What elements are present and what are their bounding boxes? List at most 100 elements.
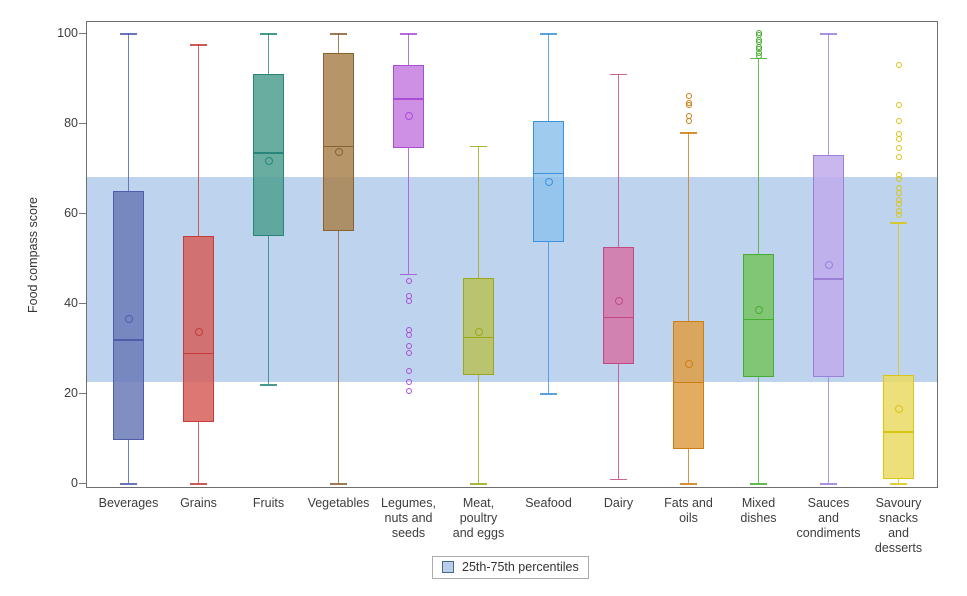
x-category-label: Fats and oils: [664, 496, 713, 525]
outlier-point: [895, 212, 902, 219]
mean-marker: [754, 305, 763, 314]
outlier-point: [405, 297, 412, 304]
whisker-lower-line: [128, 440, 130, 483]
whisker-upper-line: [128, 33, 130, 191]
x-category-label: Dairy: [603, 496, 634, 510]
iqr-box: [743, 253, 774, 378]
whisker-upper-cap: [470, 145, 487, 147]
x-category-label: Savoury snacks and desserts: [874, 496, 923, 555]
whisker-lower-line: [688, 449, 690, 483]
whisker-upper-line: [338, 33, 340, 54]
outlier-point: [685, 93, 692, 99]
whisker-upper-cap: [680, 132, 697, 134]
outlier-point: [755, 52, 762, 59]
whisker-lower-line: [758, 377, 760, 483]
whisker-upper-line: [548, 33, 550, 121]
outlier-point: [895, 201, 902, 207]
whisker-lower-cap: [470, 483, 487, 485]
iqr-box: [393, 64, 424, 148]
median-line: [883, 431, 914, 433]
outlier-point: [895, 61, 902, 68]
median-line: [253, 152, 284, 154]
whisker-upper-cap: [610, 73, 627, 75]
y-tick-label: 40: [64, 296, 78, 310]
whisker-lower-cap: [610, 478, 627, 480]
whisker-upper-line: [478, 145, 480, 279]
whisker-lower-cap: [890, 483, 907, 485]
x-category-label: Seafood: [525, 496, 572, 510]
outlier-point: [405, 387, 412, 394]
whisker-upper-line: [828, 33, 830, 155]
outlier-point: [895, 176, 902, 183]
x-category-label: Grains: [180, 496, 217, 510]
legend-label: 25th-75th percentiles: [462, 560, 579, 574]
x-category-label: Vegetables: [307, 496, 370, 510]
whisker-lower-line: [898, 478, 900, 483]
mean-marker: [894, 404, 903, 413]
whisker-upper-line: [198, 44, 200, 236]
whisker-lower-line: [828, 377, 830, 483]
whisker-upper-cap: [540, 33, 557, 35]
y-tick-label: 0: [71, 476, 78, 490]
outlier-point: [895, 135, 902, 142]
y-tick-mark: [79, 33, 86, 34]
legend: 25th-75th percentiles: [432, 556, 589, 579]
whisker-upper-cap: [400, 33, 417, 35]
mean-marker: [334, 148, 343, 157]
y-tick-label: 100: [57, 26, 78, 40]
whisker-lower-cap: [540, 393, 557, 395]
median-line: [813, 278, 844, 280]
x-category-label: Sauces and condiments: [796, 496, 861, 540]
median-line: [743, 318, 774, 321]
median-line: [463, 336, 494, 339]
whisker-upper-cap: [820, 33, 837, 35]
median-line: [183, 352, 214, 354]
x-category-label: Legumes, nuts and seeds: [381, 496, 436, 540]
x-category-label: Meat, poultry and eggs: [452, 496, 505, 540]
whisker-upper-cap: [120, 33, 137, 35]
iqr-box: [603, 246, 634, 364]
y-tick-label: 80: [64, 116, 78, 130]
whisker-lower-line: [478, 375, 480, 483]
whisker-lower-line: [198, 422, 200, 483]
x-category-label: Mixed dishes: [740, 496, 777, 525]
whisker-upper-cap: [750, 57, 767, 60]
y-tick-mark: [79, 303, 86, 304]
whisker-upper-line: [688, 132, 690, 321]
whisker-lower-cap: [400, 273, 417, 276]
mean-marker: [264, 157, 273, 166]
whisker-upper-line: [618, 73, 620, 247]
whisker-upper-line: [758, 57, 760, 254]
whisker-lower-line: [548, 242, 550, 393]
outlier-point: [405, 342, 412, 349]
median-line: [393, 98, 424, 100]
outlier-point: [895, 144, 902, 151]
whisker-lower-cap: [330, 483, 347, 485]
median-line: [533, 172, 564, 174]
outlier-point: [405, 277, 412, 284]
whisker-lower-cap: [680, 483, 697, 485]
whisker-lower-line: [408, 147, 410, 274]
whisker-upper-line: [408, 33, 410, 65]
plot-frame: [86, 21, 938, 488]
mean-marker: [124, 314, 133, 323]
outlier-point: [685, 117, 692, 124]
y-tick-mark: [79, 483, 86, 484]
whisker-lower-cap: [260, 384, 277, 386]
outlier-point: [895, 117, 902, 124]
outlier-point: [405, 349, 412, 356]
whisker-lower-cap: [120, 483, 137, 485]
mean-marker: [404, 112, 413, 121]
outlier-point: [895, 153, 902, 160]
y-tick-label: 60: [64, 206, 78, 220]
whisker-lower-line: [338, 231, 340, 483]
whisker-upper-cap: [260, 33, 277, 35]
outlier-point: [895, 102, 902, 108]
outlier-point: [405, 367, 412, 374]
whisker-lower-line: [268, 235, 270, 384]
outlier-point: [895, 189, 902, 196]
mean-marker: [474, 328, 483, 337]
iqr-box: [323, 53, 354, 231]
